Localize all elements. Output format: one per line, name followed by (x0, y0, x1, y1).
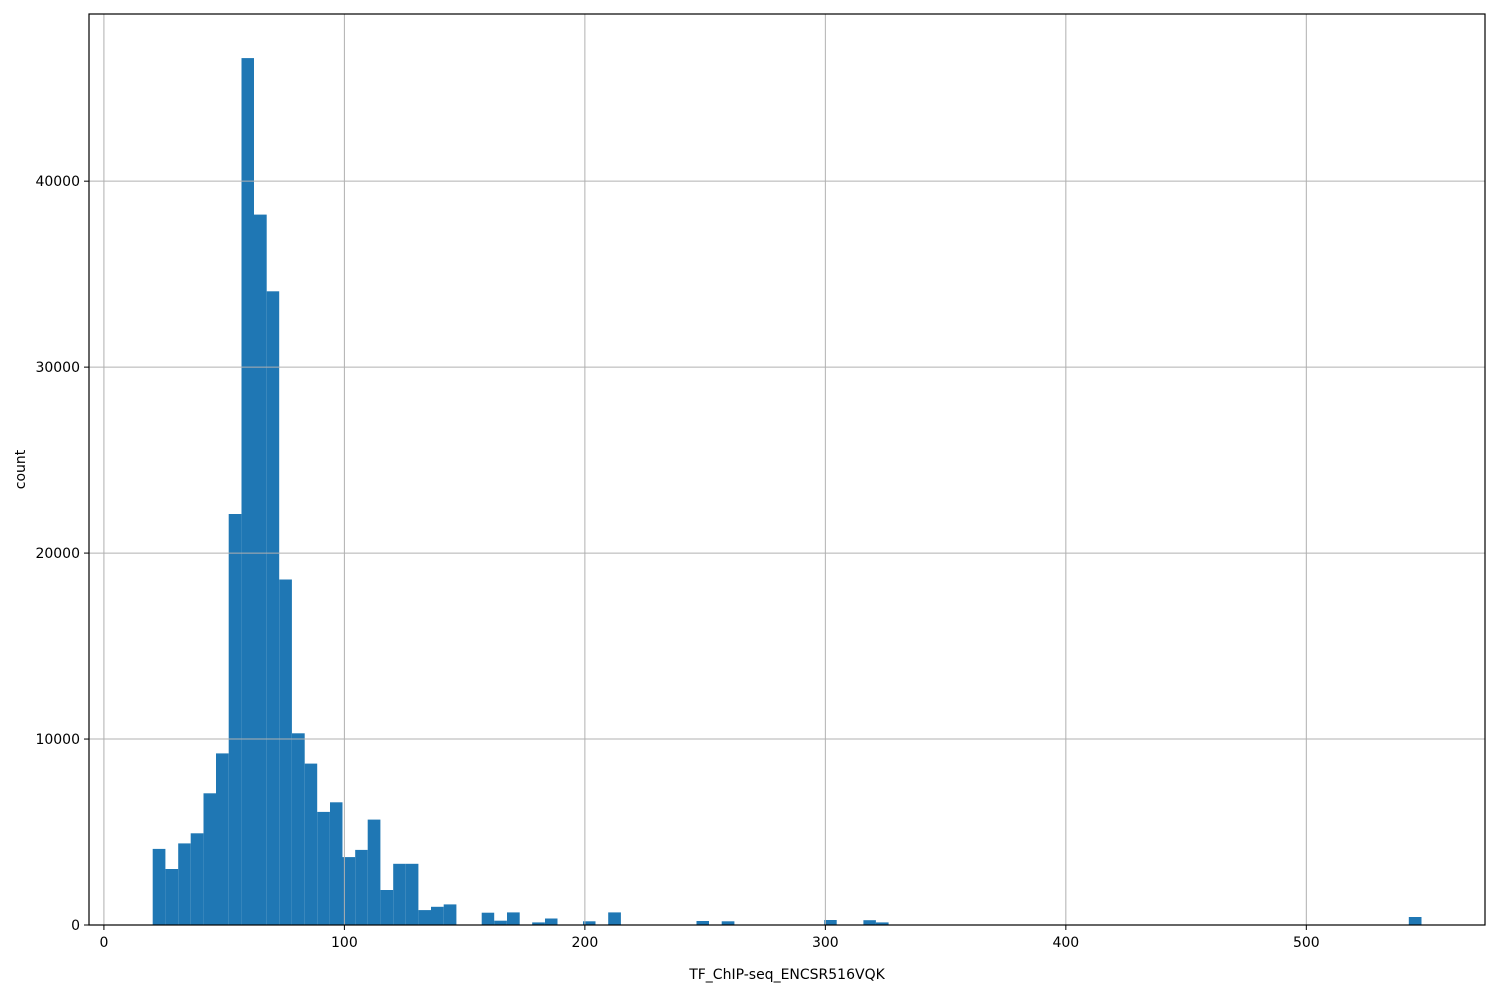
x-axis-label: TF_ChIP-seq_ENCSR516VQK (688, 967, 885, 983)
histogram-bar (241, 58, 254, 926)
histogram-bar (279, 579, 292, 925)
x-tick-label: 200 (572, 935, 599, 951)
histogram-bar (481, 912, 495, 925)
bars-group (152, 58, 1422, 926)
histogram-bar (367, 819, 381, 925)
x-tick-label: 500 (1293, 935, 1320, 951)
histogram-bar (266, 291, 280, 925)
x-tick-label: 0 (99, 935, 108, 951)
histogram-bar (1408, 917, 1422, 925)
histogram-bar (178, 843, 191, 925)
histogram-bar (304, 763, 318, 925)
plot-border (88, 13, 1486, 926)
y-tick-label: 30000 (35, 360, 80, 376)
histogram-bar (418, 910, 431, 925)
plot-area (89, 14, 1485, 925)
histogram-bar (696, 921, 709, 925)
histogram-bar (190, 833, 204, 925)
tick-labels-group: 0 100 200 300 400 500 0 10000 20000 30000 40000 (35, 174, 1319, 951)
y-axis-label: count (13, 449, 29, 489)
ticks-group (84, 180, 1307, 930)
histogram-bar (507, 912, 520, 925)
histogram-bar (254, 214, 267, 926)
histogram-bar (165, 869, 179, 925)
histogram-bar (203, 793, 216, 925)
histogram-bar (863, 920, 876, 925)
histogram-bar (608, 912, 621, 925)
histogram-bar (405, 863, 419, 925)
histogram-bar (431, 906, 444, 925)
histogram-bar (824, 920, 837, 925)
histogram-bar (355, 849, 368, 925)
histogram-bar (152, 848, 166, 925)
histogram-bar (721, 921, 735, 925)
histogram-bar (292, 733, 305, 925)
x-tick-label: 100 (331, 935, 358, 951)
histogram-bar (380, 890, 394, 925)
histogram-bar (545, 918, 558, 925)
histogram-bar (228, 514, 242, 925)
histogram-bar (532, 922, 545, 925)
histogram-bar (443, 904, 457, 925)
histogram-bar (317, 811, 330, 925)
histogram-bar (393, 863, 406, 925)
histogram-bar (494, 920, 507, 925)
histogram-bar (342, 857, 356, 925)
y-tick-label: 10000 (35, 732, 80, 748)
histogram-bar (216, 753, 229, 925)
x-tick-label: 300 (812, 935, 839, 951)
y-tick-label: 0 (71, 918, 80, 934)
histogram-bar (583, 921, 596, 925)
y-tick-label: 20000 (35, 546, 80, 562)
y-tick-label: 40000 (35, 174, 80, 190)
x-tick-label: 400 (1052, 935, 1079, 951)
histogram-bar (330, 802, 343, 925)
histogram-bar (875, 922, 889, 925)
